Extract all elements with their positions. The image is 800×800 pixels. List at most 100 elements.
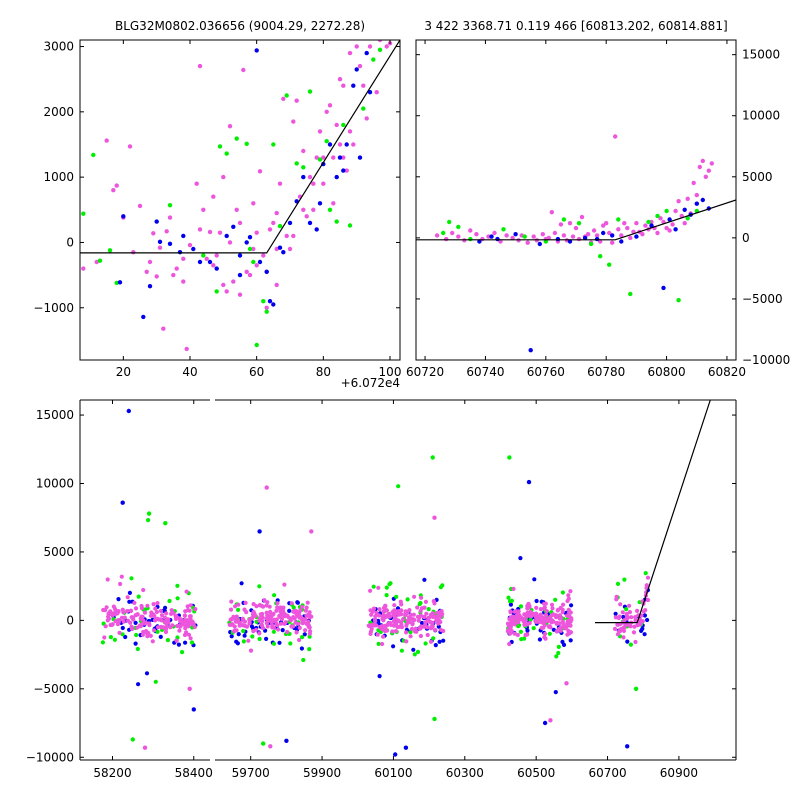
data-point-magenta	[550, 606, 555, 611]
x-tick-label: 60740	[466, 365, 504, 379]
data-point-magenta	[492, 230, 497, 236]
data-point-magenta	[619, 233, 624, 238]
data-point-magenta	[337, 142, 343, 147]
data-point-blue	[229, 634, 234, 639]
data-point-magenta	[304, 613, 309, 618]
data-point-blue	[642, 613, 648, 618]
data-point-magenta	[631, 630, 637, 635]
data-point-magenta	[364, 116, 369, 121]
data-point-magenta	[540, 232, 545, 237]
data-point-magenta	[132, 600, 137, 606]
data-point-blue	[264, 269, 269, 274]
data-point-magenta	[229, 622, 234, 627]
data-point-green	[247, 246, 253, 252]
data-point-magenta	[373, 614, 378, 619]
x-tick-label: 60100	[374, 766, 412, 780]
data-point-magenta	[131, 250, 136, 255]
data-point-green	[241, 639, 246, 644]
data-point-magenta	[565, 598, 570, 604]
data-point-magenta	[260, 611, 265, 617]
data-point-magenta	[159, 613, 165, 618]
data-point-magenta	[161, 326, 166, 331]
data-point-magenta	[193, 607, 198, 612]
data-point-blue	[244, 240, 249, 245]
data-point-magenta	[274, 282, 279, 288]
data-point-magenta	[558, 628, 564, 633]
data-point-magenta	[307, 610, 312, 615]
data-point-magenta	[251, 201, 256, 206]
data-point-magenta	[514, 613, 519, 619]
data-point-magenta	[261, 253, 266, 258]
data-point-magenta	[560, 610, 565, 615]
data-point-magenta	[163, 629, 169, 635]
data-point-green	[264, 309, 269, 314]
data-point-blue	[299, 646, 304, 651]
plot-frame	[415, 39, 737, 361]
data-point-green	[507, 455, 512, 460]
data-point-blue	[642, 632, 647, 637]
data-point-green	[615, 581, 621, 587]
data-point-magenta	[139, 603, 144, 609]
data-point-magenta	[311, 207, 316, 212]
data-point-blue	[334, 174, 339, 180]
data-point-blue	[528, 348, 533, 353]
data-point-magenta	[121, 619, 126, 624]
y-tick-label: 5000	[43, 545, 74, 559]
data-point-magenta	[398, 624, 403, 629]
data-point-blue	[619, 239, 624, 244]
data-point-blue	[123, 634, 128, 640]
data-point-magenta	[268, 612, 273, 617]
y-tick-label: 2000	[43, 105, 74, 119]
data-point-magenta	[534, 605, 539, 610]
x-tick-label: 60700	[588, 766, 626, 780]
data-point-green	[100, 640, 105, 645]
data-point-magenta	[187, 686, 192, 691]
data-point-magenta	[187, 608, 192, 613]
data-point-blue	[287, 608, 292, 614]
data-point-magenta	[384, 44, 389, 49]
data-point-magenta	[184, 589, 189, 594]
x-tick-label: 60720	[406, 365, 444, 379]
data-point-blue	[167, 241, 173, 246]
data-point-magenta	[116, 609, 121, 614]
panel-full: 58200 58400 59700 59900 60100 60300 60500 60700…	[26, 399, 737, 780]
y-tick-label: 15000	[742, 48, 780, 62]
data-point-magenta	[251, 246, 256, 252]
data-point-magenta	[428, 612, 433, 618]
y-tick-label: 0	[66, 235, 74, 249]
data-point-magenta	[234, 628, 239, 633]
data-point-magenta	[570, 234, 576, 239]
data-point-magenta	[468, 228, 473, 233]
data-point-magenta	[151, 612, 156, 617]
data-point-magenta	[700, 158, 705, 164]
data-point-magenta	[281, 96, 286, 102]
data-point-green	[201, 253, 206, 258]
data-point-green	[244, 141, 249, 146]
data-point-magenta	[211, 194, 216, 199]
data-point-magenta	[135, 625, 140, 630]
data-point-magenta	[321, 181, 326, 186]
data-point-magenta	[435, 614, 440, 619]
data-point-magenta	[214, 253, 219, 258]
data-point-magenta	[436, 621, 441, 626]
data-point-magenta	[279, 621, 284, 626]
data-point-magenta	[327, 103, 333, 108]
data-point-magenta	[567, 221, 573, 226]
data-point-magenta	[419, 624, 424, 629]
data-point-green	[646, 219, 651, 225]
data-point-magenta	[354, 44, 359, 49]
x-tick-label: 60760	[527, 365, 565, 379]
data-point-blue	[317, 201, 323, 206]
data-point-magenta	[184, 623, 189, 628]
data-point-magenta	[105, 577, 110, 582]
data-point-blue	[582, 235, 588, 241]
data-point-green	[633, 686, 639, 691]
data-point-magenta	[157, 245, 163, 250]
data-point-magenta	[127, 144, 133, 149]
data-point-green	[415, 649, 421, 655]
data-point-magenta	[234, 614, 239, 619]
data-point-magenta	[412, 594, 417, 599]
data-point-magenta	[248, 648, 254, 653]
data-point-magenta	[164, 229, 169, 234]
data-point-green	[628, 291, 633, 297]
